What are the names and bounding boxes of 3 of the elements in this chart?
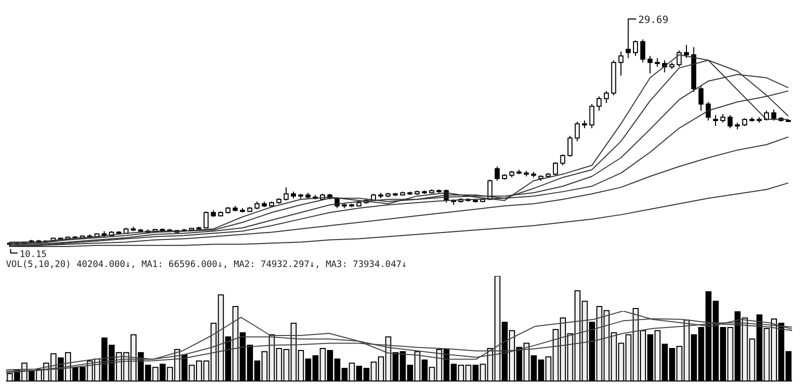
text: 29.69 <box>638 15 668 26</box>
chart-title: VOL(5,10,20) 40204.000↓, MA1: 66596.000↓, MA2: 74932.297↓, MA3: 73934.047↓ <box>5 259 408 272</box>
text: 10.15 <box>20 250 47 260</box>
